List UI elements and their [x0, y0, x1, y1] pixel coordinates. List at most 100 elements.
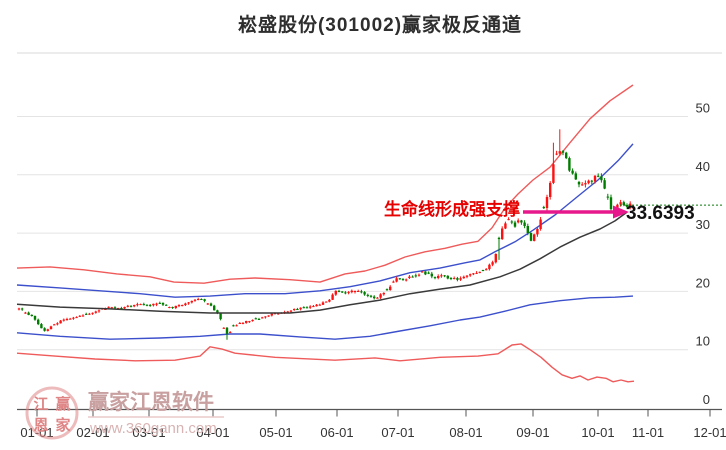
candle [126, 304, 129, 308]
candle [177, 304, 181, 308]
candle [318, 303, 321, 306]
candle [421, 271, 424, 273]
candle [219, 312, 222, 321]
candle [475, 271, 478, 274]
candle [597, 173, 600, 178]
candle [424, 271, 427, 276]
candle [49, 325, 53, 330]
candle [229, 331, 232, 334]
candle [389, 285, 392, 291]
candle [261, 316, 264, 319]
chart-title: 崧盛股份(301002)赢家极反通道 [237, 15, 523, 36]
candle [341, 291, 344, 293]
candle [315, 304, 318, 307]
watermark-seal-char: 江 [33, 395, 48, 413]
candle [414, 273, 417, 278]
candle [568, 156, 571, 172]
candle [526, 223, 529, 236]
watermark [25, 386, 224, 440]
candle [248, 320, 251, 323]
candle [232, 324, 235, 327]
candle [523, 220, 526, 229]
candle [632, 205, 635, 210]
candle [398, 278, 401, 280]
candle [325, 301, 328, 303]
candle [593, 175, 597, 184]
candle [625, 203, 629, 209]
candle [456, 276, 459, 282]
candle [174, 305, 177, 310]
candle [136, 302, 139, 307]
candle [555, 150, 558, 156]
candle [331, 293, 334, 300]
candle [427, 271, 430, 275]
watermark-seal-char: 赢 [55, 395, 70, 413]
candle [517, 218, 520, 224]
candle [238, 322, 241, 324]
candle [158, 301, 161, 304]
candle [293, 308, 296, 311]
candle [437, 274, 440, 280]
candle [296, 307, 299, 310]
candle [478, 271, 481, 274]
y-tick-label: 20 [696, 275, 710, 290]
candle [369, 294, 373, 298]
candle [385, 288, 389, 291]
candle [619, 199, 622, 207]
x-tick-label: 03-01 [132, 425, 165, 440]
candle [379, 293, 382, 300]
candle [513, 220, 517, 228]
candle [168, 306, 171, 309]
candle [165, 304, 168, 306]
y-tick-label: 0 [703, 392, 710, 407]
candle [235, 324, 238, 327]
candle [139, 303, 142, 306]
candle [69, 317, 72, 320]
candle [129, 305, 133, 308]
support-arrow-head [613, 205, 629, 219]
candle [510, 220, 513, 225]
candle [120, 306, 123, 309]
watermark-seal-char: 恩 [33, 417, 48, 434]
candle [600, 173, 603, 183]
candle [581, 182, 584, 186]
candle [350, 289, 353, 294]
candle [561, 150, 565, 156]
candle [587, 179, 590, 185]
candle [539, 217, 542, 231]
candle [344, 291, 347, 295]
candle [264, 316, 267, 319]
candle [472, 273, 475, 276]
candle [520, 219, 523, 225]
candle [366, 293, 369, 298]
candle [245, 320, 248, 324]
candle [469, 273, 472, 277]
candle [27, 311, 30, 316]
candle [187, 302, 190, 305]
candle [574, 171, 577, 180]
upper-blue-line [16, 143, 634, 298]
candle [123, 306, 126, 310]
candle [85, 312, 88, 315]
price-value-label: 33.6393 [626, 203, 695, 224]
candle [206, 303, 209, 305]
candle [501, 226, 504, 240]
candle [30, 314, 33, 317]
candle [56, 322, 59, 326]
candle [46, 328, 49, 332]
candle [213, 304, 216, 311]
candle [24, 311, 27, 314]
candle [453, 276, 456, 280]
candle [504, 221, 507, 230]
candle [552, 142, 555, 185]
candle [65, 317, 69, 321]
candle [222, 327, 225, 329]
candle [430, 271, 433, 279]
x-tick-label: 06-01 [320, 425, 353, 440]
y-tick-label: 30 [696, 217, 710, 232]
candle [81, 314, 85, 317]
candle [529, 232, 533, 242]
candle [72, 316, 75, 320]
candle [203, 298, 206, 303]
candle [411, 275, 414, 278]
